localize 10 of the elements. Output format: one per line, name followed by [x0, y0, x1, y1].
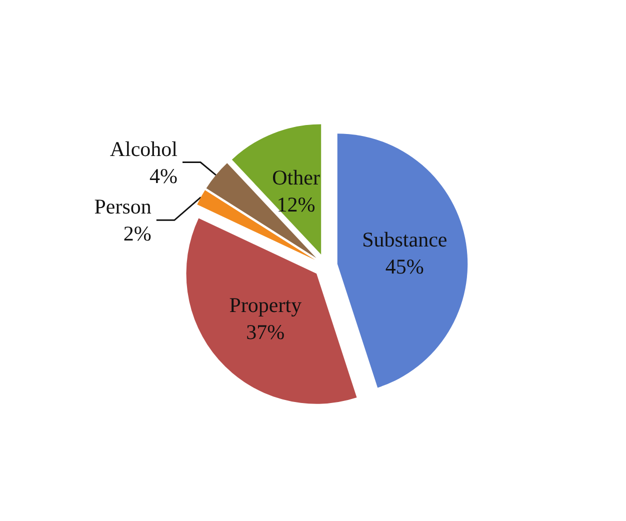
data-label: 12%: [276, 192, 316, 217]
data-label: 2%: [123, 222, 152, 246]
slice-label: Alcohol: [110, 136, 178, 161]
slice-label: Property: [229, 293, 302, 318]
data-label: 4%: [150, 164, 178, 188]
slice-label: Other: [272, 166, 320, 190]
slice-label: Person: [94, 194, 152, 219]
data-label: 45%: [385, 254, 424, 279]
data-label: 37%: [246, 320, 285, 344]
slice-label: Substance: [362, 228, 448, 252]
